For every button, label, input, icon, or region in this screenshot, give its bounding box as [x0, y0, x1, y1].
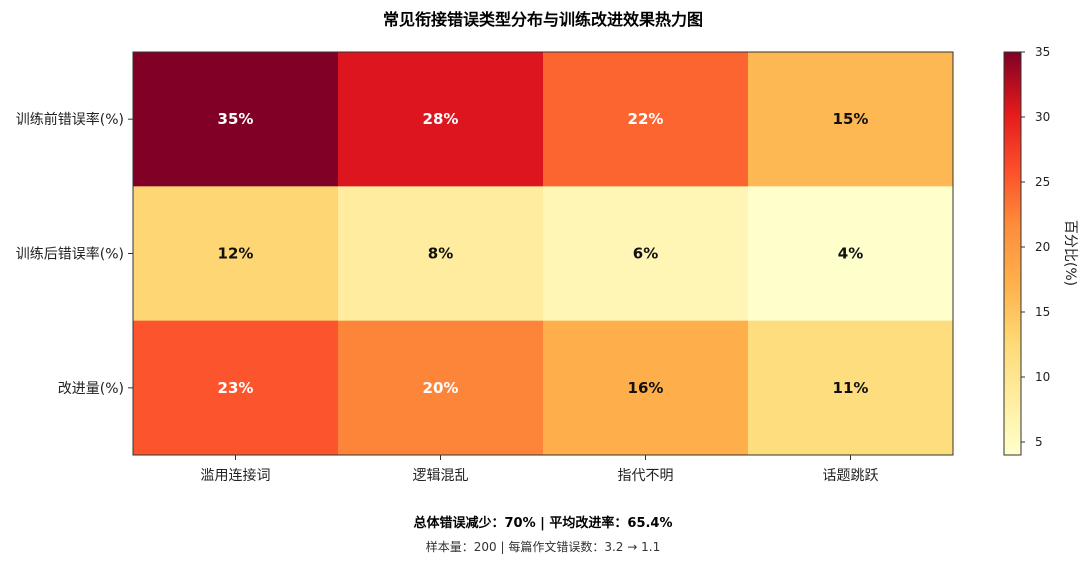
cell-value-label: 15% — [833, 110, 869, 128]
heatmap-cell — [748, 320, 954, 456]
colorbar-tick-label: 25 — [1035, 175, 1050, 189]
colorbar-tick-label: 35 — [1035, 45, 1050, 59]
chart-title: 常见衔接错误类型分布与训练改进效果热力图 — [383, 10, 703, 29]
heatmap-cell — [133, 186, 339, 322]
colorbar-tick-label: 5 — [1035, 435, 1043, 449]
cell-value-label: 16% — [628, 379, 664, 397]
footer-detail: 样本量：200 | 每篇作文错误数：3.2 → 1.1 — [426, 539, 660, 554]
y-tick-label: 改进量(%) — [58, 381, 124, 397]
cell-value-label: 4% — [838, 245, 863, 263]
colorbar — [1003, 51, 1022, 456]
cell-value-label: 11% — [833, 379, 869, 397]
heatmap-cell — [338, 52, 544, 187]
heatmap-cell — [133, 52, 339, 187]
heatmap-cell — [748, 52, 954, 187]
cell-value-label: 35% — [218, 110, 254, 128]
heatmap-cell — [543, 186, 749, 322]
colorbar-tick-label: 15 — [1035, 305, 1050, 319]
x-axis-ticks: 滥用连接词 逻辑混乱 指代不明 话题跳跃 — [201, 455, 879, 484]
heatmap-cell — [543, 52, 749, 187]
heatmap-cell — [133, 320, 339, 456]
x-tick-label: 指代不明 — [618, 468, 674, 484]
colorbar-tick-label: 20 — [1035, 240, 1050, 254]
heatmap-cell — [338, 320, 544, 456]
colorbar-label: 百分比(%) — [1062, 220, 1078, 286]
y-tick-label: 训练前错误率(%) — [16, 111, 124, 128]
heatmap-cell — [543, 320, 749, 456]
colorbar-tick-label: 30 — [1035, 110, 1050, 124]
x-tick-label: 话题跳跃 — [823, 468, 879, 484]
cell-value-label: 20% — [423, 379, 459, 397]
heatmap-cells: 35% 28% 22% 15% 12% 8% 6% 4% 23% 20% 16% 11% — [133, 52, 954, 456]
cell-value-label: 12% — [218, 245, 254, 263]
y-axis-ticks: 训练前错误率(%) 训练后错误率(%) 改进量(%) — [16, 111, 133, 397]
cell-value-label: 28% — [423, 110, 459, 128]
heatmap-cell — [338, 186, 544, 322]
y-tick-label: 训练后错误率(%) — [16, 246, 124, 263]
heatmap-cell — [748, 186, 954, 322]
footer-summary: 总体错误减少：70% | 平均改进率：65.4% — [413, 515, 672, 531]
colorbar-ticks: 5 10 15 20 25 30 35 — [1021, 45, 1050, 449]
colorbar-tick-label: 10 — [1035, 370, 1050, 384]
x-tick-label: 滥用连接词 — [201, 467, 271, 484]
cell-value-label: 6% — [633, 245, 658, 263]
x-tick-label: 逻辑混乱 — [413, 468, 469, 484]
cell-value-label: 8% — [428, 245, 453, 263]
cell-value-label: 22% — [628, 110, 664, 128]
cell-value-label: 23% — [218, 379, 254, 397]
